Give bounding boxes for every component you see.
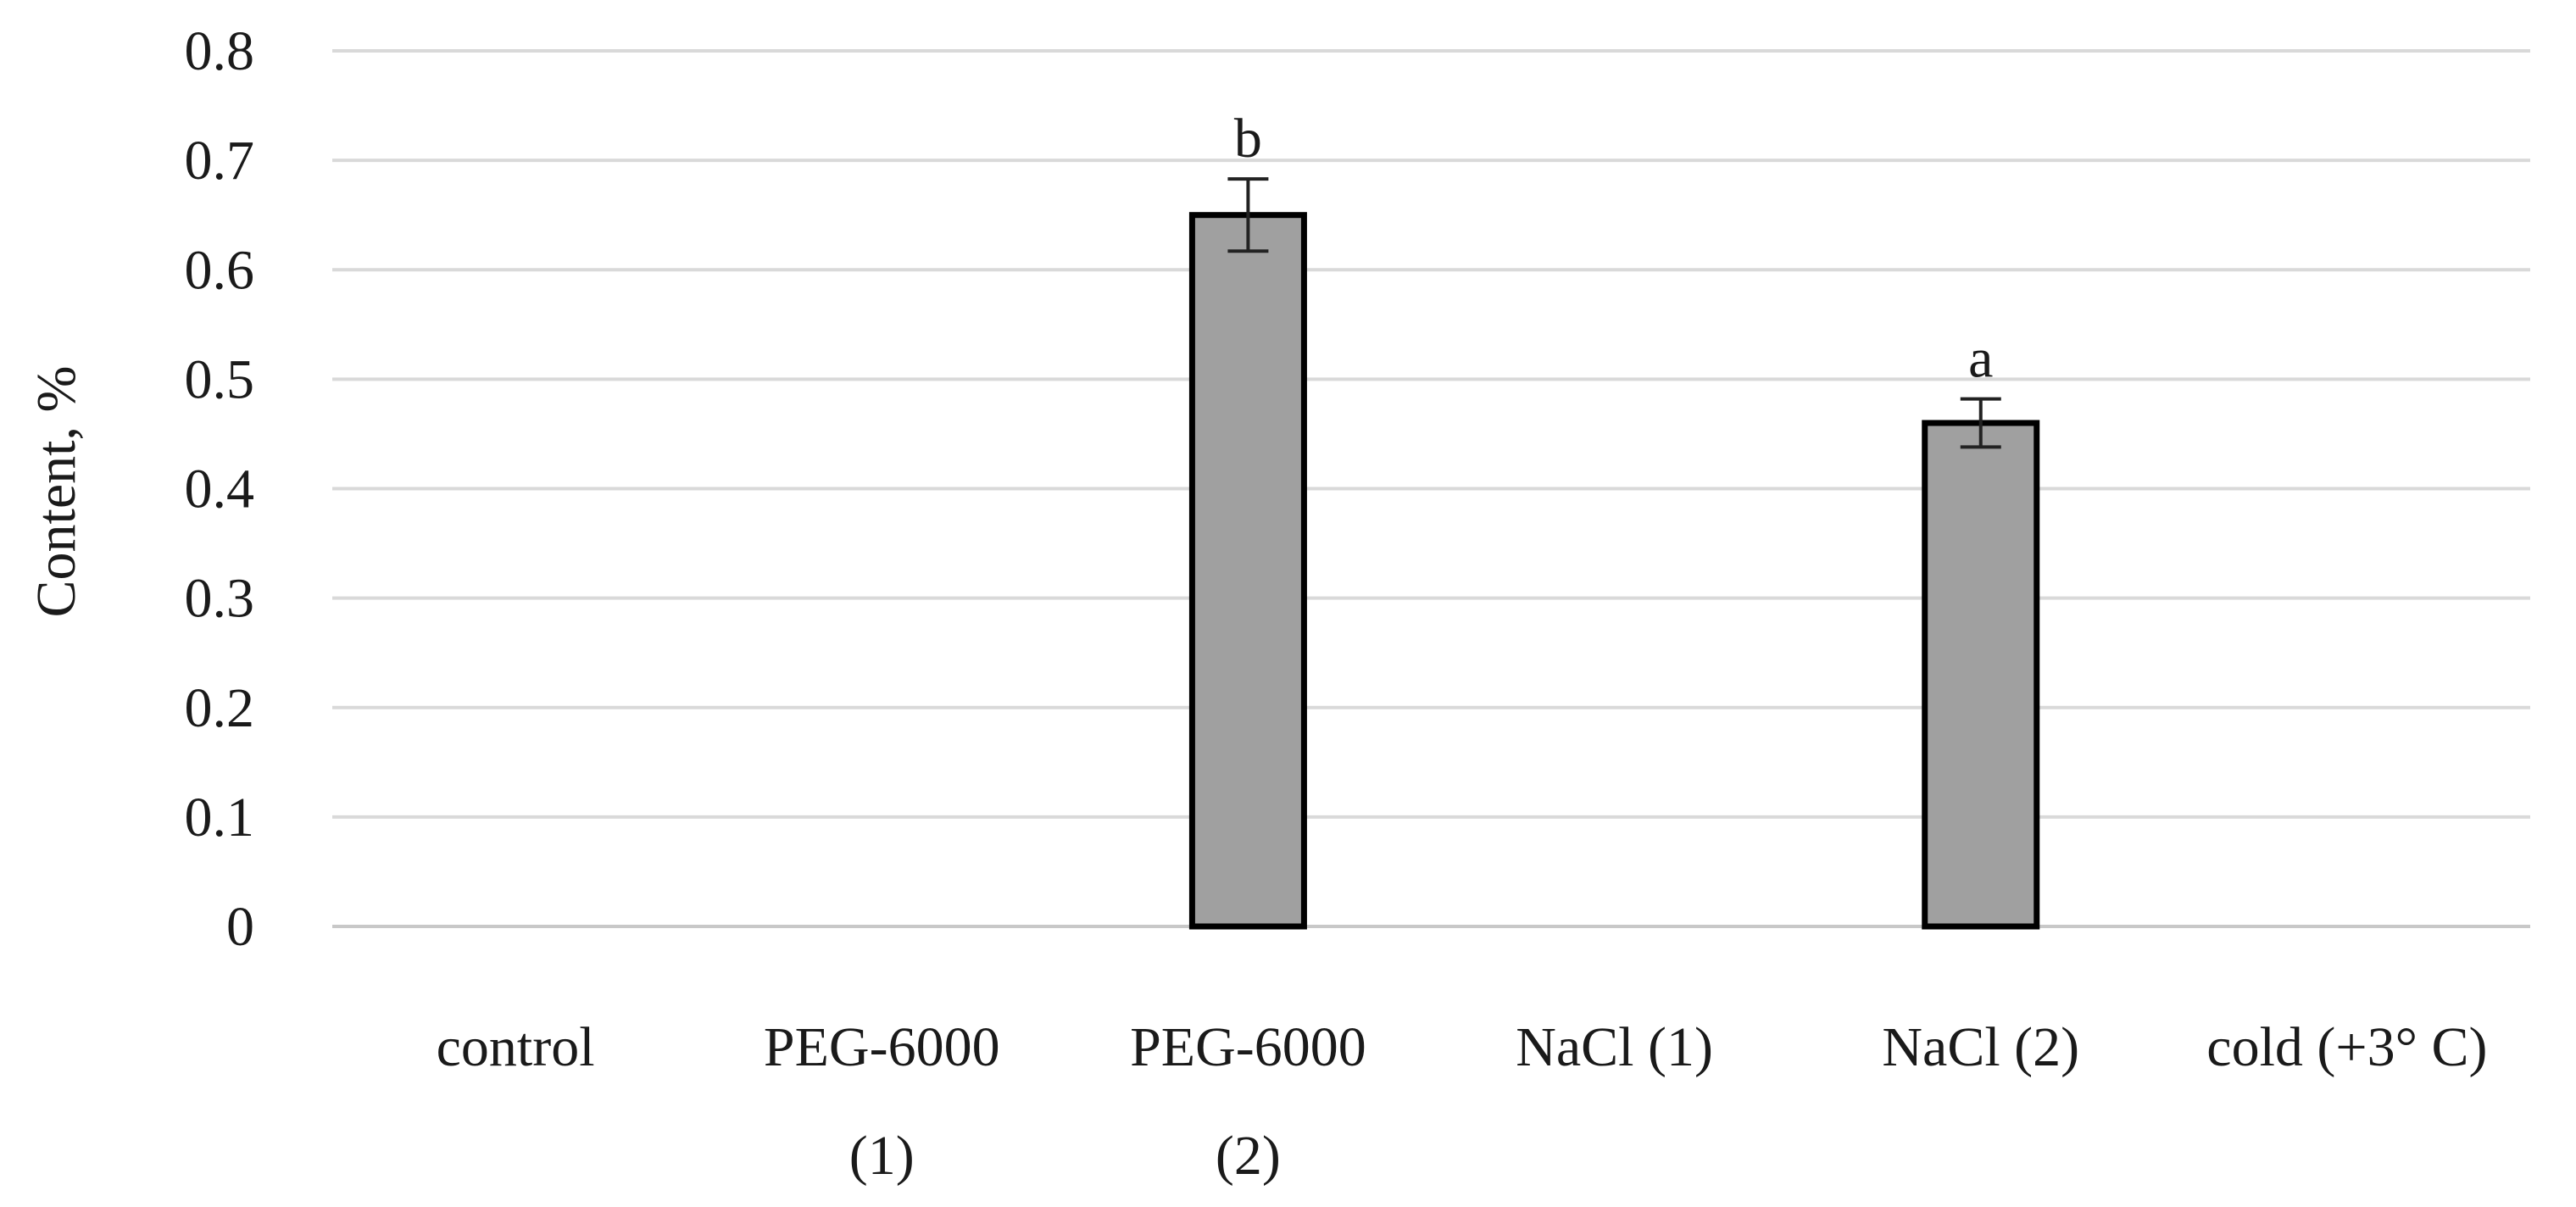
bar xyxy=(1922,420,2040,930)
error-bars xyxy=(1227,177,2001,449)
y-tick-label: 0.2 xyxy=(185,677,255,739)
y-tick-label: 0.3 xyxy=(185,568,255,630)
x-category-label: (1) xyxy=(849,1125,915,1187)
x-category-label: NaCl (1) xyxy=(1516,1016,1713,1078)
y-tick-label: 0.5 xyxy=(185,348,255,410)
y-tick-label: 0.7 xyxy=(185,130,255,192)
y-tick-label: 0.1 xyxy=(185,787,255,848)
gridlines xyxy=(332,49,2530,928)
x-category-label: control xyxy=(437,1016,595,1078)
data-labels: ba xyxy=(1234,108,1993,390)
x-category-label: PEG-6000 xyxy=(764,1016,1000,1078)
bar xyxy=(1188,212,1307,930)
y-tick-label: 0.8 xyxy=(185,20,255,82)
y-tick-label: 0 xyxy=(226,896,254,958)
significance-label: b xyxy=(1234,108,1262,170)
x-category-labels: control PEG-6000 (1) PEG-6000 (2) NaCl (1) NaC… xyxy=(437,1016,2488,1187)
x-category-label: cold (+3° C) xyxy=(2206,1016,2487,1078)
y-axis-title: Content, % xyxy=(25,366,87,618)
y-tick-labels: 0 0.1 0.2 0.3 0.4 0.5 0.6 0.7 0.8 xyxy=(185,20,255,958)
x-category-label: PEG-6000 xyxy=(1130,1016,1366,1078)
significance-label: a xyxy=(1968,328,1993,390)
x-category-label: NaCl (2) xyxy=(1882,1016,2079,1078)
bars xyxy=(1188,212,2040,930)
y-tick-label: 0.6 xyxy=(185,239,255,301)
y-tick-label: 0.4 xyxy=(185,459,255,520)
x-category-label: (2) xyxy=(1216,1125,1281,1187)
